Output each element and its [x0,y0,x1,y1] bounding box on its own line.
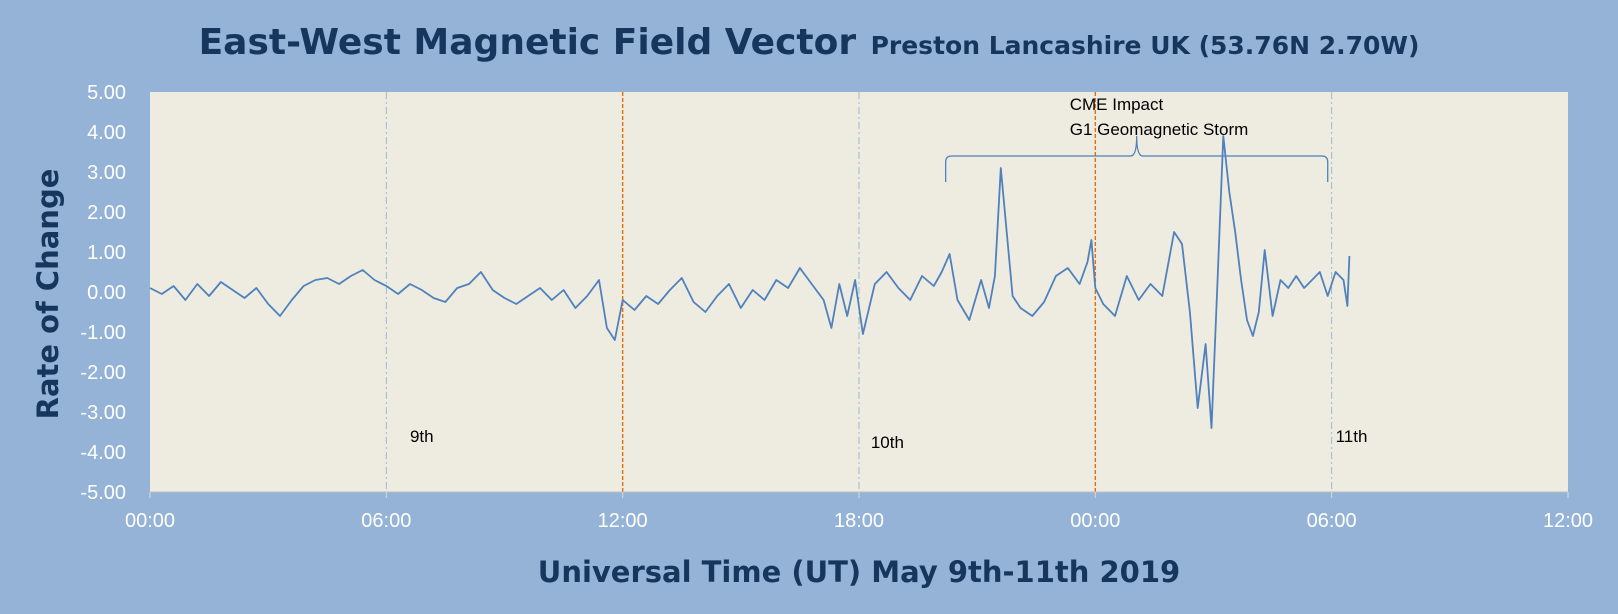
y-axis-title: Rate of Change [31,169,65,420]
x-tick-label: 06:00 [361,510,411,532]
series-line-0 [149,135,1351,429]
annotation-line-1: G1 Geomagnetic Storm [1070,120,1249,139]
y-tick-label: -2.00 [80,362,126,384]
y-tick-label: 2.00 [87,202,126,224]
annotation-group: CME Impact G1 Geomagnetic Storm [945,95,1329,182]
day-label-11th: 11th [1336,427,1368,446]
y-tick-labels: 5.00 4.00 3.00 2.00 1.00 0.00 -1.00 -2.00 -3.00 -… [80,82,126,504]
x-tick-label: 12:00 [1543,510,1593,532]
chart-title-main: East-West Magnetic Field Vector [199,22,857,63]
x-tick-label: 00:00 [1070,510,1120,532]
y-tick-label: 1.00 [87,242,126,264]
y-tick-label: -4.00 [80,442,126,464]
vertical-marker-lines [385,92,1333,492]
y-tick-label: -5.00 [80,482,126,504]
x-tick-label: 06:00 [1307,510,1357,532]
y-tick-label: 4.00 [87,122,126,144]
day-label-10th: 10th [871,433,904,452]
y-tick-label: -1.00 [80,322,126,344]
x-tick-labels: 00:00 06:00 12:00 18:00 00:00 06:00 12:00 [125,491,1593,532]
annotation-line-0: CME Impact [1070,95,1164,114]
day-labels: 9th 10th 11th [410,427,1367,452]
series-group [149,135,1351,429]
y-tick-label: 3.00 [87,162,126,184]
annotation-bracket [945,135,1329,182]
x-tick-label: 00:00 [125,510,175,532]
chart-subtitle: Preston Lancashire UK (53.76N 2.70W) [871,31,1420,60]
x-tick-label: 12:00 [598,510,648,532]
chart-title: East-West Magnetic Field Vector Preston … [199,22,1420,63]
day-label-9th: 9th [410,427,434,446]
x-tick-label: 18:00 [834,510,884,532]
y-tick-label: 5.00 [87,82,126,104]
y-tick-label: 0.00 [87,282,126,304]
y-tick-label: -3.00 [80,402,126,424]
x-axis-title: Universal Time (UT) May 9th-11th 2019 [538,555,1180,589]
